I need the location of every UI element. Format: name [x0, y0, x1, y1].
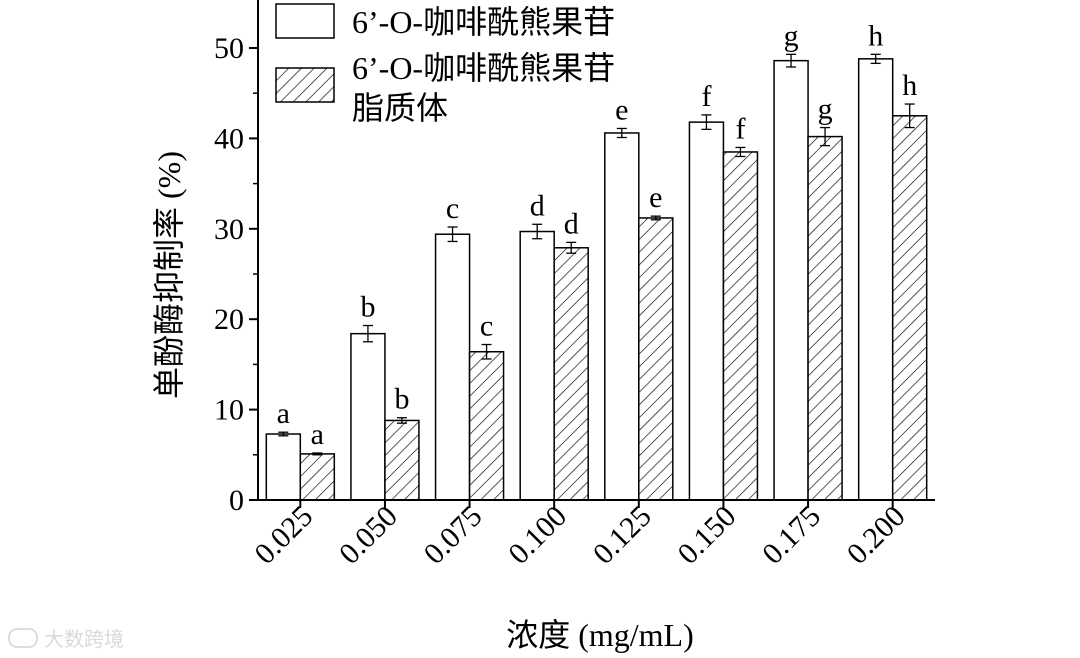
y-tick-label: 0 [229, 484, 244, 517]
legend-label-series1: 6’-O-咖啡酰熊果苷 [352, 4, 615, 40]
bar-series1 [519, 230, 555, 501]
significance-label: h [868, 19, 883, 52]
x-tick-label: 0.050 [333, 500, 404, 571]
y-axis-title: 单酚酶抑制率 (%) [151, 151, 187, 399]
bar-series1 [265, 433, 302, 501]
x-tick-label: 0.150 [671, 500, 742, 571]
bar-series1 [773, 59, 809, 501]
x-tick-label: 0.200 [841, 500, 912, 571]
significance-label: c [446, 192, 459, 225]
significance-label: d [564, 207, 579, 240]
bars: a b c d e f g h a b c d e f g h [265, 19, 928, 501]
bar-series2 [722, 151, 759, 501]
x-tick-label: 0.175 [756, 500, 827, 571]
bar-series1 [604, 132, 640, 501]
x-tick-label: 0.025 [248, 500, 319, 571]
x-axis-title: 浓度 (mg/mL) [506, 617, 694, 653]
x-tick-label: 0.075 [417, 500, 488, 571]
watermark: 大数跨境 [8, 623, 124, 652]
bar-series2 [553, 247, 589, 501]
legend-label-series2: 6’-O-咖啡酰熊果苷脂质体 [352, 50, 615, 126]
bar-series1 [688, 121, 725, 501]
bar-series1 [350, 332, 386, 501]
significance-label: a [311, 418, 324, 451]
y-tick-label: 50 [214, 32, 244, 65]
significance-label: g [784, 19, 799, 52]
significance-label: f [701, 80, 711, 113]
significance-label: c [480, 310, 493, 343]
bar-series1 [857, 58, 894, 501]
y-tick-label: 20 [214, 303, 244, 336]
bar-series2 [638, 217, 674, 501]
y-tick-label: 30 [214, 213, 244, 246]
y-tick-label: 40 [214, 122, 244, 155]
legend-label-series2-line: 脂质体 [352, 90, 448, 126]
significance-label: g [818, 93, 833, 126]
bar-series2 [891, 115, 928, 501]
legend-swatch-series1 [275, 3, 335, 39]
significance-label: e [649, 181, 662, 214]
significance-label: b [394, 383, 409, 416]
bar-series2 [299, 453, 336, 501]
significance-label: d [530, 189, 545, 222]
bar-series2 [807, 135, 843, 501]
y-tick-label: 10 [214, 394, 244, 427]
x-tick-label: 0.100 [502, 500, 573, 571]
watermark-logo-icon [8, 628, 38, 648]
x-tick-label: 0.125 [587, 500, 658, 571]
legend-swatch-series2 [275, 67, 335, 103]
significance-label: a [277, 397, 290, 430]
significance-label: e [615, 93, 628, 126]
significance-label: f [735, 112, 745, 145]
significance-label: h [902, 69, 917, 102]
bar-series2 [468, 350, 505, 501]
watermark-text: 大数跨境 [44, 627, 124, 651]
legend-label-series2-line: 6’-O-咖啡酰熊果苷 [352, 50, 615, 86]
bar-series1 [434, 233, 471, 501]
bar-series2 [384, 419, 420, 501]
significance-label: b [360, 291, 375, 324]
